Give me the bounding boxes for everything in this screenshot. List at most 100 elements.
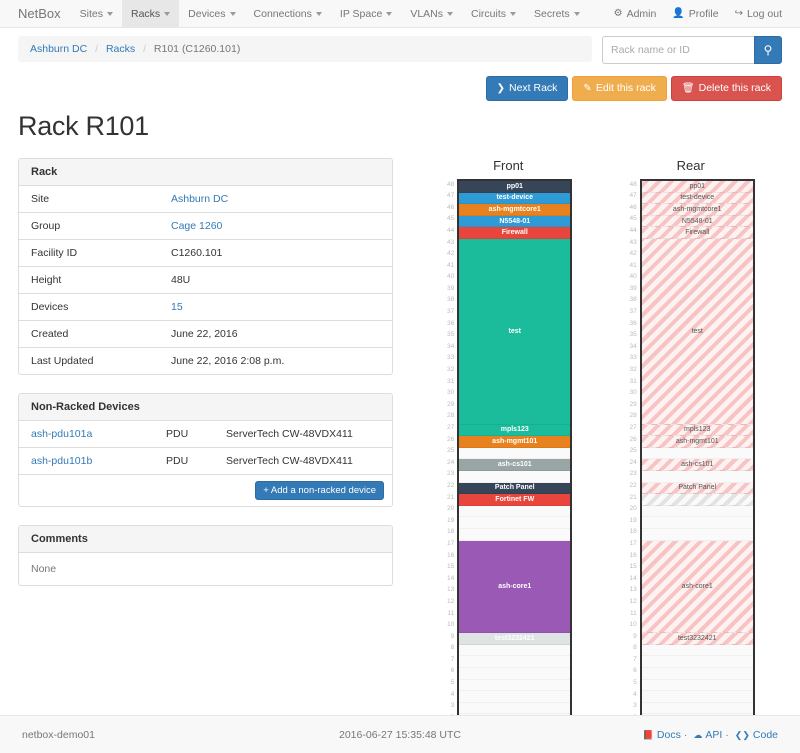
nav-item-vlans[interactable]: VLANs [401, 0, 462, 27]
nav-item-devices[interactable]: Devices [179, 0, 244, 27]
nav-item-label: VLANs [410, 7, 444, 20]
nav-log-out[interactable]: ↪ Log out [727, 0, 790, 27]
breadcrumb: Ashburn DC / Racks / R101 (C1260.101) [18, 36, 592, 62]
rear-rack-unit-empty[interactable] [641, 517, 753, 529]
footer-link-code[interactable]: ❮❯ Code [732, 729, 778, 741]
front-rack-device[interactable]: ash-core1 [459, 540, 571, 634]
breadcrumb-separator-1: / [95, 43, 99, 55]
non-racked-device-name[interactable]: ash-pdu101b [19, 447, 154, 474]
rack-field-value[interactable]: Ashburn DC [159, 186, 392, 213]
breadcrumb-site[interactable]: Ashburn DC [30, 43, 88, 55]
nav-item-label: Racks [130, 7, 161, 20]
nav-item-secrets[interactable]: Secrets [525, 0, 589, 27]
front-rack-device[interactable]: N5548-01 [459, 215, 571, 228]
front-rack-unit-empty[interactable] [459, 505, 571, 518]
rear-rack-unit-empty[interactable] [641, 528, 753, 541]
front-rack-unit-empty[interactable] [459, 702, 571, 715]
front-rack-device[interactable]: test3232421 [459, 633, 571, 645]
rear-rack-unit-empty[interactable] [641, 679, 753, 692]
rear-rack-unit-empty[interactable] [641, 702, 753, 715]
front-unit-number: 46 [447, 203, 455, 211]
nav-item-circuits[interactable]: Circuits [462, 0, 525, 27]
front-unit-number: 12 [447, 597, 455, 605]
front-rack-device[interactable]: mpls123 [459, 424, 571, 437]
rear-rack-device[interactable]: test-device [641, 192, 753, 205]
rack-field-value[interactable]: Cage 1260 [159, 212, 392, 240]
non-racked-device-link[interactable]: ash-pdu101b [31, 455, 93, 467]
delete-this-rack-button[interactable]: 🗑 Delete this rack [670, 76, 782, 101]
front-rack-unit-empty[interactable] [459, 679, 571, 692]
table-row: Last Updated June 22, 2016 2:08 p.m. [19, 347, 392, 374]
front-unit-number: 27 [447, 424, 455, 432]
nav-item-racks[interactable]: Racks [121, 0, 180, 27]
breadcrumb-racks[interactable]: Racks [105, 43, 136, 55]
chevron-down-icon [315, 11, 322, 16]
front-rack-device[interactable]: Patch Panel [459, 482, 571, 495]
rack-field-link[interactable]: 15 [171, 301, 183, 313]
nav-item-ip-space[interactable]: IP Space [331, 0, 401, 27]
non-racked-device-name[interactable]: ash-pdu101a [19, 421, 154, 448]
front-rack-device[interactable]: test-device [459, 192, 571, 205]
rack-field-link[interactable]: Ashburn DC [171, 193, 229, 205]
rack-field-link[interactable]: Cage 1260 [171, 220, 223, 232]
front-unit-number: 21 [447, 493, 455, 501]
non-racked-device-link[interactable]: ash-pdu101a [31, 428, 93, 440]
front-rack-device[interactable]: test [459, 238, 571, 425]
front-rack-device[interactable]: ash-mgmtcore1 [459, 204, 571, 216]
rear-rack-device[interactable] [641, 494, 753, 506]
edit-this-rack-button[interactable]: ✎ Edit this rack [572, 76, 667, 101]
footer-link-docs[interactable]: 📕 Docs [640, 729, 681, 741]
rear-rack-unit-empty[interactable] [641, 644, 753, 657]
footer-link-api[interactable]: ☁ API [690, 729, 722, 741]
book-icon: 📕 [642, 729, 654, 740]
front-rack-unit-empty[interactable] [459, 668, 571, 680]
rear-rack-device[interactable]: N5548-01 [641, 215, 753, 228]
front-unit-number: 11 [447, 609, 455, 617]
rear-rack-device[interactable]: test [641, 238, 753, 425]
front-elevation-title: Front [493, 158, 524, 173]
nav-item-connections[interactable]: Connections [245, 0, 331, 27]
rear-unit-number: 45 [629, 215, 637, 223]
rear-rack-device[interactable]: pp01 [641, 181, 753, 193]
rear-rack-device[interactable]: test3232421 [641, 633, 753, 645]
front-rack-device[interactable]: pp01 [459, 181, 571, 193]
front-rack-device[interactable]: Firewall [459, 227, 571, 239]
front-rack-unit-empty[interactable] [459, 644, 571, 657]
front-rack-unit-empty[interactable] [459, 470, 571, 483]
search-input[interactable] [602, 36, 754, 64]
rear-rack-unit-empty[interactable] [641, 656, 753, 669]
rear-rack-device[interactable]: Firewall [641, 227, 753, 239]
front-rack-unit-empty[interactable] [459, 517, 571, 529]
rack-field-value[interactable]: 15 [159, 293, 392, 321]
rear-rack-device[interactable]: Patch Panel [641, 482, 753, 495]
rear-rack-device[interactable]: ash-mgmtcore1 [641, 204, 753, 216]
add-non-racked-device-button[interactable]: + Add a non-racked device [255, 481, 384, 500]
front-rack-device[interactable]: ash-mgmt101 [459, 436, 571, 448]
search-button[interactable]: ⚲ [754, 36, 782, 64]
front-rack-device[interactable]: ash-cs101 [459, 459, 571, 471]
front-rack-device[interactable]: Fortinet FW [459, 494, 571, 506]
rear-rack-unit-empty[interactable] [641, 668, 753, 680]
next-rack-button[interactable]: ❯ Next Rack [485, 76, 569, 101]
rear-rack-unit-empty[interactable] [641, 470, 753, 483]
non-racked-device-role: PDU [154, 447, 214, 474]
front-rack-unit-empty[interactable] [459, 656, 571, 669]
brand-logo[interactable]: NetBox [18, 6, 61, 21]
rear-rack-device[interactable]: ash-mgmt101 [641, 436, 753, 448]
rack-field-label: Last Updated [19, 347, 159, 374]
rear-rack-unit-empty[interactable] [641, 447, 753, 460]
nav-admin[interactable]: ⚙ Admin [606, 0, 665, 27]
front-rack-unit-empty[interactable] [459, 691, 571, 703]
front-rack-unit-empty[interactable] [459, 528, 571, 541]
nav-profile[interactable]: 👤 Profile [664, 0, 726, 27]
rear-rack-device[interactable]: mpls123 [641, 424, 753, 437]
non-racked-devices-panel: Non-Racked Devices ash-pdu101a PDU ServerT… [18, 393, 393, 507]
rear-rack-unit-empty[interactable] [641, 691, 753, 703]
front-rack-unit-empty[interactable] [459, 447, 571, 460]
rear-unit-number: 18 [629, 528, 637, 536]
rear-rack-device[interactable]: ash-cs101 [641, 459, 753, 471]
nav-item-sites[interactable]: Sites [71, 0, 122, 27]
rear-rack-device[interactable]: ash-core1 [641, 540, 753, 634]
rear-rack-unit-empty[interactable] [641, 505, 753, 518]
rear-unit-number: 39 [629, 284, 637, 292]
